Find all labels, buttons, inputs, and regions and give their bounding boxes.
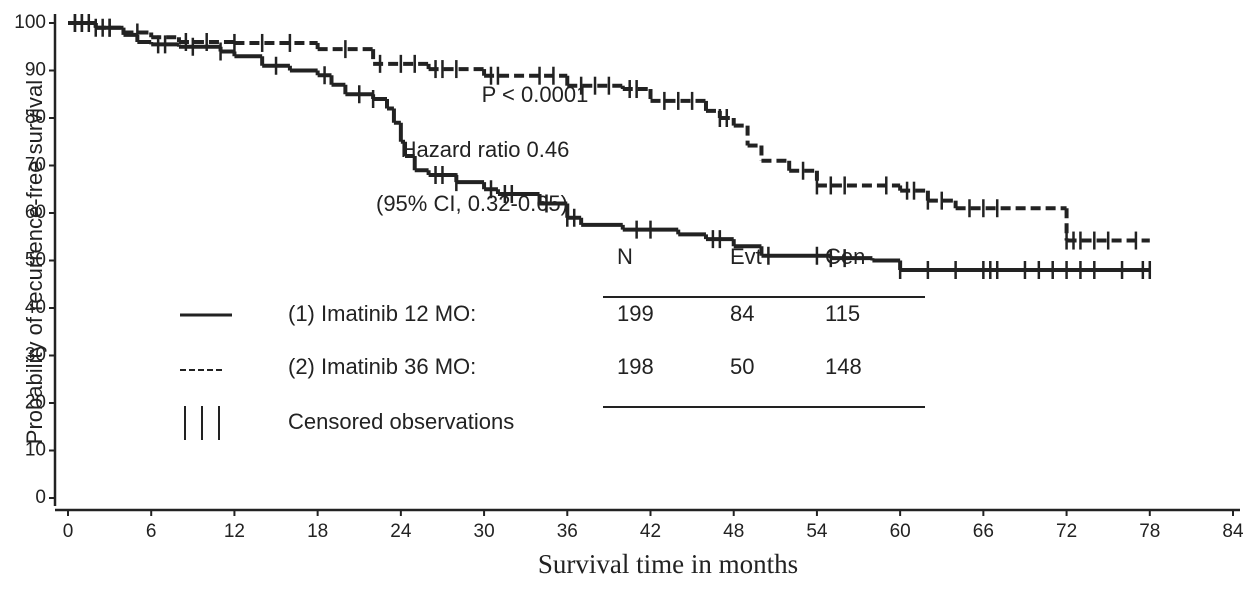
x-tick-label: 60: [890, 521, 911, 542]
x-tick-label: 84: [1222, 521, 1244, 542]
table-cell: 115: [825, 301, 860, 326]
x-tick-label: 66: [973, 521, 994, 542]
y-tick-label: 10: [25, 440, 46, 461]
x-tick-label: 6: [146, 521, 157, 542]
x-tick-label: 48: [723, 521, 744, 542]
x-axis-title: Survival time in months: [538, 549, 798, 579]
y-tick-label: 50: [25, 250, 46, 271]
x-tick-label: 78: [1139, 521, 1160, 542]
table-cell: 148: [825, 354, 862, 379]
table-cell: 50: [730, 354, 754, 379]
legend-censor: [184, 406, 220, 440]
table-cell: 199: [617, 301, 654, 326]
legend-label: (2) Imatinib 36 MO:: [288, 354, 476, 379]
legend-label: Censored observations: [288, 409, 514, 434]
table-cell: 198: [617, 354, 654, 379]
x-tick-label: 36: [557, 521, 578, 542]
y-tick-label: 20: [25, 392, 46, 413]
x-tick-label: 18: [307, 521, 328, 542]
table-cell: 84: [730, 301, 754, 326]
x-tick-label: 72: [1056, 521, 1077, 542]
x-tick-label: 30: [474, 521, 495, 542]
legend-label: (1) Imatinib 12 MO:: [288, 301, 476, 326]
y-tick-label: 90: [25, 60, 46, 81]
x-tick-label: 24: [390, 521, 412, 542]
y-tick-label: 40: [25, 297, 46, 318]
y-tick-label: 0: [35, 487, 46, 508]
x-tick-label: 54: [806, 521, 828, 542]
y-tick-label: 60: [25, 202, 46, 223]
annotation: Hazard ratio 0.46: [401, 137, 570, 162]
y-tick-label: 80: [25, 107, 46, 128]
y-tick-label: 70: [25, 155, 46, 176]
x-tick-label: 0: [63, 521, 74, 542]
y-tick-label: 100: [14, 12, 46, 33]
table-header: N: [617, 244, 633, 269]
x-tick-label: 12: [224, 521, 245, 542]
y-axis-title: Probability of recurrence-free survival: [22, 80, 47, 444]
x-tick-label: 42: [640, 521, 661, 542]
y-tick-label: 30: [25, 345, 46, 366]
